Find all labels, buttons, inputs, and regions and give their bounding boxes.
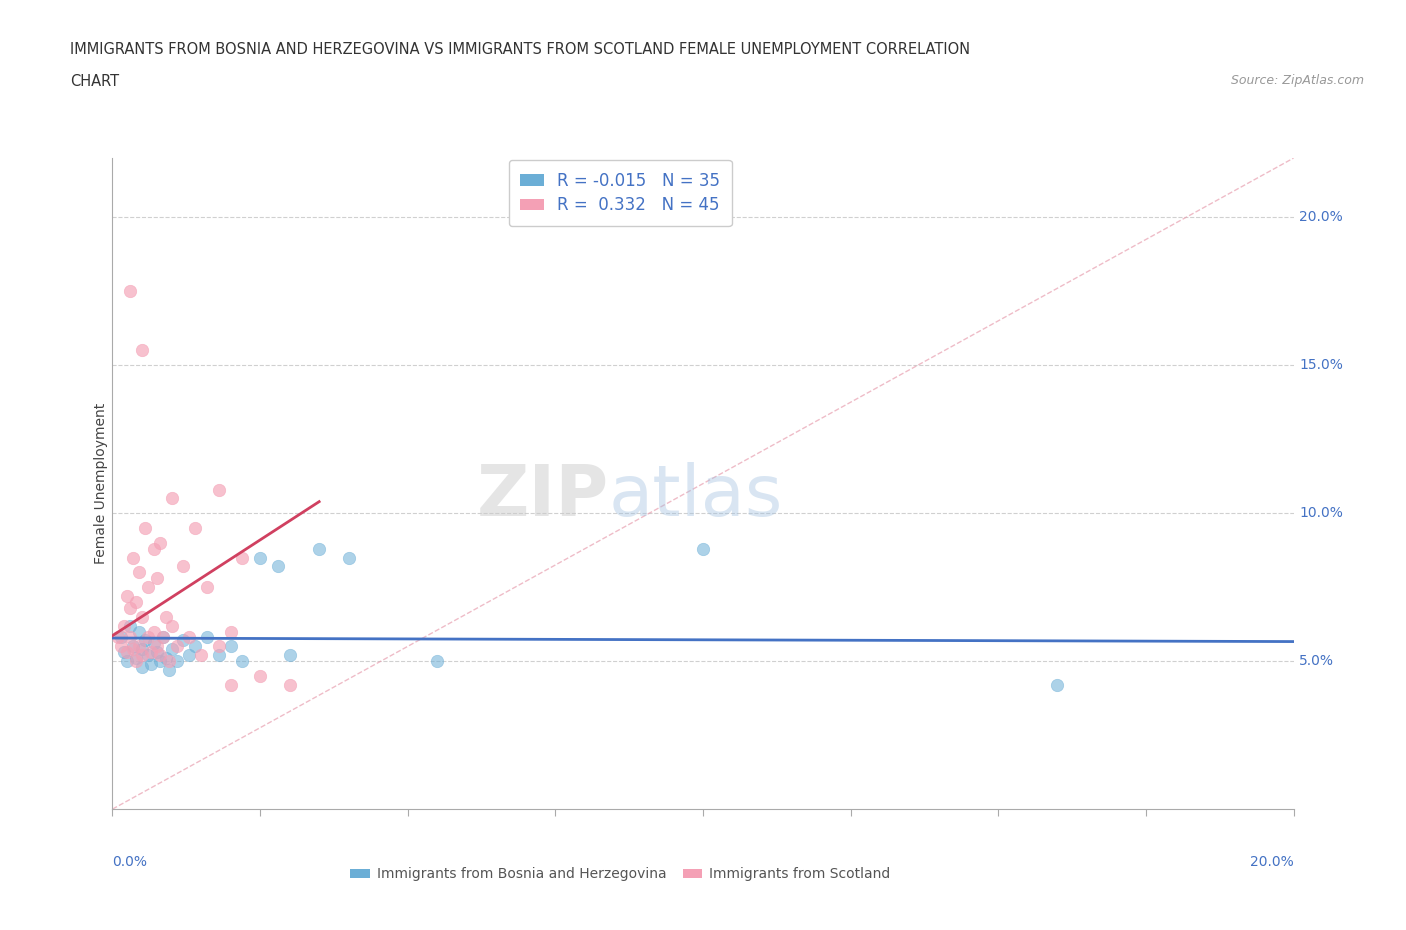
Point [172, 559, 194, 574]
Point [208, 482, 231, 497]
Point [155, 651, 177, 666]
Point [157, 654, 180, 669]
Point [249, 551, 271, 565]
Point [117, 644, 138, 659]
Y-axis label: Female Unemployment: Female Unemployment [94, 403, 108, 565]
Point [160, 491, 183, 506]
Point [184, 521, 207, 536]
Point [131, 648, 153, 663]
Point [195, 579, 218, 594]
Text: IMMIGRANTS FROM BOSNIA AND HERZEGOVINA VS IMMIGRANTS FROM SCOTLAND FEMALE UNEMPL: IMMIGRANTS FROM BOSNIA AND HERZEGOVINA V… [70, 42, 970, 57]
Point [117, 654, 138, 669]
Point [219, 677, 242, 692]
Point [219, 624, 242, 639]
Point [149, 654, 172, 669]
Text: 20.0%: 20.0% [1299, 210, 1343, 224]
Point [152, 630, 174, 644]
Point [131, 343, 153, 358]
Point [146, 571, 169, 586]
Point [278, 648, 301, 663]
Point [190, 648, 212, 663]
Point [231, 551, 253, 565]
Point [120, 601, 142, 616]
Text: 5.0%: 5.0% [1299, 654, 1334, 668]
Point [139, 644, 162, 659]
Point [112, 644, 135, 659]
Point [152, 630, 174, 644]
Point [117, 589, 138, 604]
Point [184, 639, 207, 654]
Point [208, 639, 231, 654]
Point [249, 669, 271, 684]
Point [134, 633, 156, 648]
Point [160, 618, 183, 633]
Point [110, 639, 132, 654]
Text: Source: ZipAtlas.com: Source: ZipAtlas.com [1230, 74, 1364, 87]
Text: atlas: atlas [609, 462, 783, 531]
Point [125, 651, 148, 666]
Point [120, 618, 142, 633]
Point [166, 639, 188, 654]
Point [149, 536, 172, 551]
Point [107, 630, 129, 644]
Point [157, 662, 180, 677]
Point [146, 644, 169, 659]
Point [692, 541, 714, 556]
Text: ZIP: ZIP [477, 462, 609, 531]
Text: 20.0%: 20.0% [1250, 855, 1294, 869]
Point [231, 654, 253, 669]
Point [131, 659, 153, 674]
Point [179, 630, 201, 644]
Point [172, 633, 194, 648]
Point [112, 618, 135, 633]
Legend: Immigrants from Bosnia and Herzegovina, Immigrants from Scotland: Immigrants from Bosnia and Herzegovina, … [344, 862, 896, 887]
Point [337, 551, 360, 565]
Point [125, 594, 148, 609]
Point [179, 648, 201, 663]
Point [120, 284, 142, 299]
Point [160, 642, 183, 657]
Point [142, 636, 165, 651]
Point [166, 654, 188, 669]
Point [1046, 677, 1069, 692]
Point [128, 624, 150, 639]
Point [149, 648, 172, 663]
Point [142, 624, 165, 639]
Point [208, 648, 231, 663]
Point [122, 639, 145, 654]
Point [426, 654, 449, 669]
Point [146, 639, 169, 654]
Point [219, 639, 242, 654]
Text: 15.0%: 15.0% [1299, 358, 1343, 372]
Point [125, 654, 148, 669]
Point [195, 630, 218, 644]
Point [142, 541, 165, 556]
Point [128, 565, 150, 579]
Point [278, 677, 301, 692]
Text: 10.0%: 10.0% [1299, 506, 1343, 520]
Text: CHART: CHART [70, 74, 120, 89]
Point [267, 559, 290, 574]
Point [155, 609, 177, 624]
Point [128, 639, 150, 654]
Point [110, 630, 132, 644]
Point [134, 521, 156, 536]
Point [139, 657, 162, 671]
Point [136, 579, 159, 594]
Point [136, 630, 159, 644]
Text: 0.0%: 0.0% [112, 855, 148, 869]
Point [122, 642, 145, 657]
Point [122, 551, 145, 565]
Point [120, 630, 142, 644]
Point [136, 648, 159, 663]
Point [308, 541, 330, 556]
Point [131, 642, 153, 657]
Point [131, 609, 153, 624]
